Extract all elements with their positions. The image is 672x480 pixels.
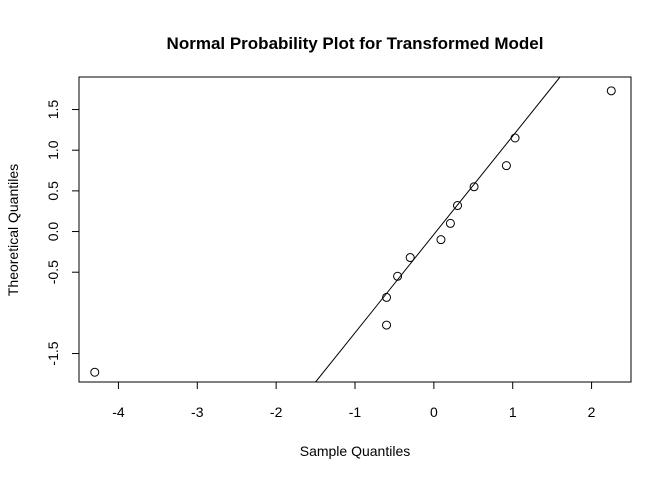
x-tick-label: 2 [588, 404, 596, 420]
y-axis-label: Theoretical Quantiles [5, 164, 21, 296]
y-tick-label: 0.0 [45, 222, 61, 242]
reference-line [315, 76, 561, 383]
data-point [445, 218, 455, 228]
y-tick-label: 1.5 [45, 100, 61, 120]
data-point [405, 253, 415, 263]
x-axis-label: Sample Quantiles [300, 443, 411, 459]
plot-frame [78, 76, 632, 383]
data-point [436, 235, 446, 245]
y-tick-label: -0.5 [45, 260, 61, 284]
x-tick-label: 1 [509, 404, 517, 420]
data-point [453, 201, 463, 211]
y-axis: -1.5 -0.5 0.0 0.5 1.0 1.5 [45, 100, 80, 366]
x-tick-label: -4 [112, 404, 125, 420]
data-point [510, 133, 520, 143]
data-point [382, 292, 392, 302]
x-tick-label: -2 [270, 404, 283, 420]
x-axis: -4 -3 -2 -1 0 1 2 [112, 381, 596, 420]
data-point [90, 367, 100, 377]
data-point [501, 161, 511, 171]
data-point [382, 320, 392, 330]
data-point [606, 86, 616, 96]
chart-title: Normal Probability Plot for Transformed … [167, 34, 544, 53]
y-tick-label: 0.5 [45, 181, 61, 201]
x-tick-label: 0 [430, 404, 438, 420]
y-tick-label: 1.0 [45, 140, 61, 160]
reference-line-layer [315, 76, 561, 383]
points-layer [90, 86, 616, 377]
x-tick-label: -1 [349, 404, 362, 420]
data-point [469, 182, 479, 192]
y-tick-label: -1.5 [45, 341, 61, 365]
x-tick-label: -3 [191, 404, 204, 420]
data-point [393, 271, 403, 281]
